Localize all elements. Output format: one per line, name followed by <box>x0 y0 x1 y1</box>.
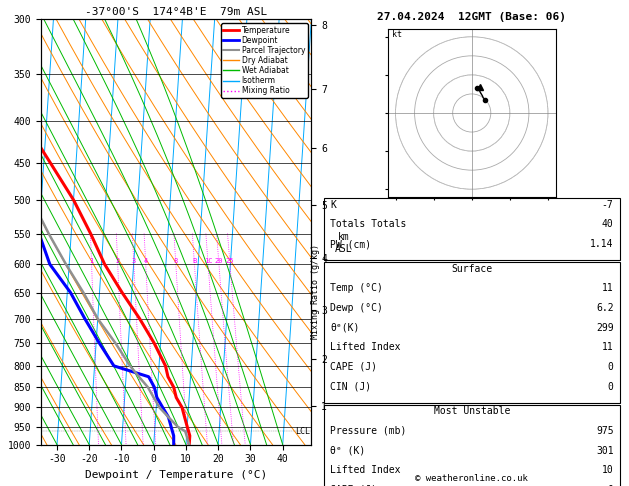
Text: 6.2: 6.2 <box>596 303 613 313</box>
Text: -7: -7 <box>602 200 613 210</box>
Text: Dewp (°C): Dewp (°C) <box>330 303 383 313</box>
Text: 3: 3 <box>131 258 136 264</box>
Text: 301: 301 <box>596 446 613 455</box>
Text: 0: 0 <box>608 382 613 392</box>
Text: Surface: Surface <box>451 263 493 274</box>
Text: 11: 11 <box>602 342 613 352</box>
Text: K: K <box>330 200 336 210</box>
Text: 20: 20 <box>214 258 223 264</box>
Text: B: B <box>192 258 196 264</box>
Text: CAPE (J): CAPE (J) <box>330 485 377 486</box>
Text: Most Unstable: Most Unstable <box>433 406 510 416</box>
Text: 10: 10 <box>602 465 613 475</box>
Y-axis label: km
ASL: km ASL <box>335 232 352 254</box>
Text: 27.04.2024  12GMT (Base: 06): 27.04.2024 12GMT (Base: 06) <box>377 12 566 22</box>
Text: Lifted Index: Lifted Index <box>330 342 401 352</box>
Text: kt: kt <box>392 30 402 39</box>
Bar <box>324 198 620 260</box>
Text: 299: 299 <box>596 323 613 332</box>
Text: 1C: 1C <box>204 258 213 264</box>
Text: 11: 11 <box>602 283 613 293</box>
Text: Mixing Ratio (g/kg): Mixing Ratio (g/kg) <box>311 244 320 339</box>
Text: 0: 0 <box>608 362 613 372</box>
Text: Temp (°C): Temp (°C) <box>330 283 383 293</box>
Text: Lifted Index: Lifted Index <box>330 465 401 475</box>
Text: 25: 25 <box>226 258 234 264</box>
Y-axis label: hPa: hPa <box>0 222 2 242</box>
Text: © weatheronline.co.uk: © weatheronline.co.uk <box>415 474 528 483</box>
Text: 0: 0 <box>608 485 613 486</box>
Text: θᵉ (K): θᵉ (K) <box>330 446 365 455</box>
Text: 1.14: 1.14 <box>590 239 613 249</box>
Text: 975: 975 <box>596 426 613 436</box>
Bar <box>324 405 620 486</box>
Text: Totals Totals: Totals Totals <box>330 219 406 229</box>
Bar <box>324 262 620 403</box>
Legend: Temperature, Dewpoint, Parcel Trajectory, Dry Adiabat, Wet Adiabat, Isotherm, Mi: Temperature, Dewpoint, Parcel Trajectory… <box>221 23 308 98</box>
Text: 4: 4 <box>143 258 148 264</box>
Text: 1: 1 <box>89 258 94 264</box>
Text: CIN (J): CIN (J) <box>330 382 371 392</box>
Text: 2: 2 <box>116 258 120 264</box>
Text: θᵉ(K): θᵉ(K) <box>330 323 359 332</box>
Text: PW (cm): PW (cm) <box>330 239 371 249</box>
Text: 8: 8 <box>174 258 178 264</box>
Text: 40: 40 <box>602 219 613 229</box>
Text: CAPE (J): CAPE (J) <box>330 362 377 372</box>
Text: Pressure (mb): Pressure (mb) <box>330 426 406 436</box>
Title: -37°00'S  174°4B'E  79m ASL: -37°00'S 174°4B'E 79m ASL <box>85 7 267 17</box>
X-axis label: Dewpoint / Temperature (°C): Dewpoint / Temperature (°C) <box>85 470 267 480</box>
Text: LCL: LCL <box>296 427 310 436</box>
